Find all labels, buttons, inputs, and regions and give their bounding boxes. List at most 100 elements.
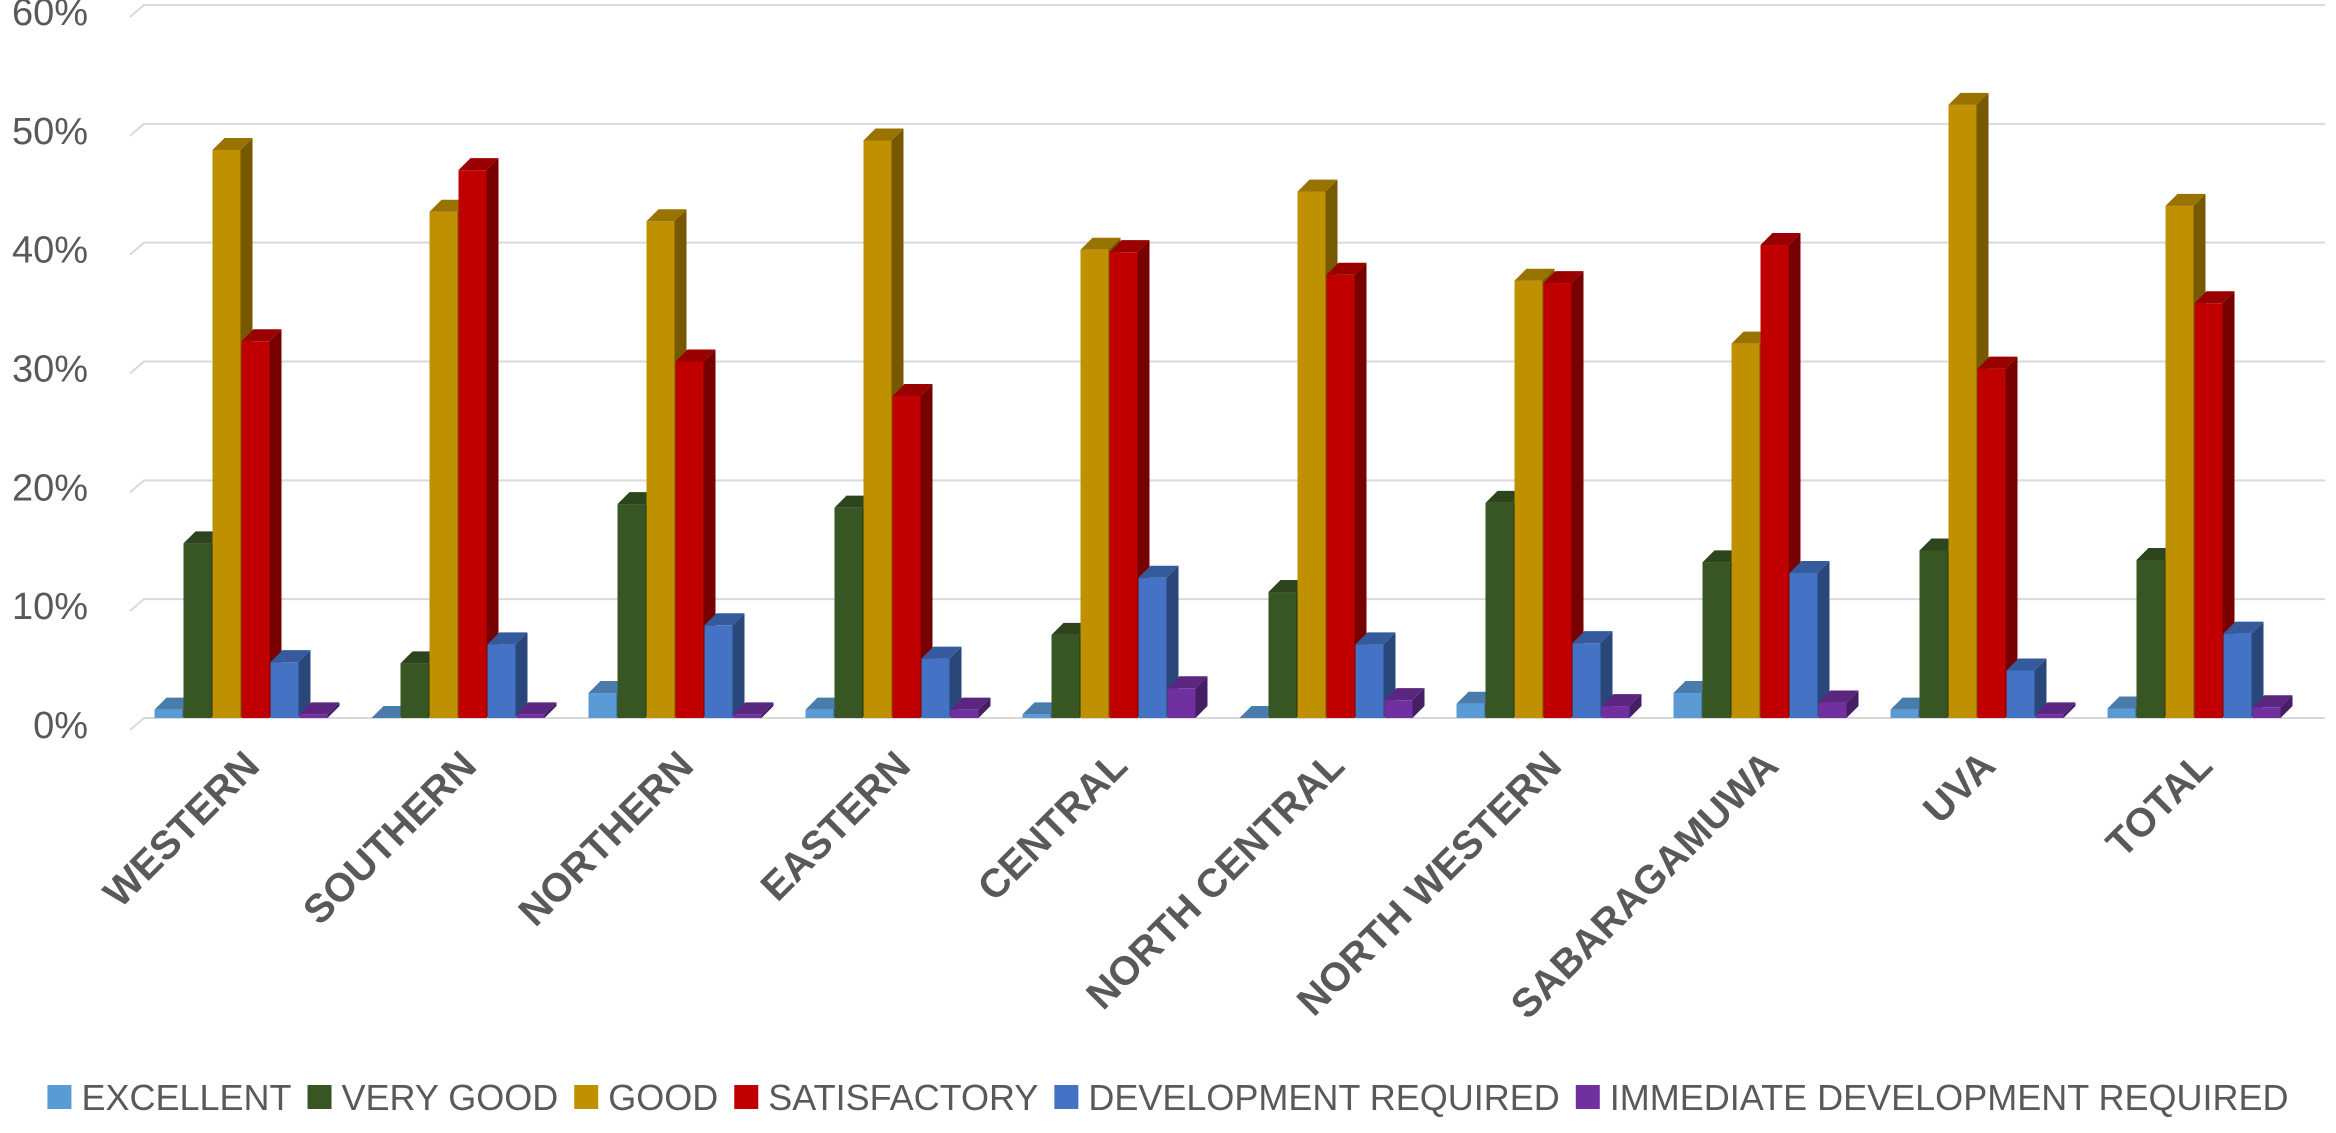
bar-top	[299, 702, 340, 715]
bar[interactable]	[1326, 262, 1367, 718]
legend-label: EXCELLENT	[81, 1077, 291, 1118]
bar-side	[544, 702, 557, 718]
y-tick-label: 10%	[12, 586, 88, 628]
bar-side	[269, 329, 282, 718]
bar[interactable]	[299, 702, 340, 718]
bar-front	[2035, 714, 2064, 718]
bar-front	[1760, 245, 1789, 718]
bar-front	[1731, 343, 1760, 718]
bar-front	[270, 662, 299, 718]
gridline	[129, 479, 2325, 494]
legend-item: DEVELOPMENT REQUIRED	[1054, 1077, 1560, 1118]
bar-front	[1297, 191, 1326, 718]
bar[interactable]	[1572, 631, 1613, 718]
x-tick-label: UVA	[1915, 743, 2004, 832]
bar-top	[516, 702, 557, 715]
bar[interactable]	[1138, 565, 1179, 718]
bar-front	[1022, 714, 1051, 718]
bar[interactable]	[487, 632, 528, 718]
bar[interactable]	[921, 646, 962, 718]
bar-front	[1890, 709, 1919, 718]
bar[interactable]	[2035, 702, 2076, 718]
bar-side	[1629, 694, 1642, 718]
bar-side	[298, 650, 311, 718]
bar-front	[2194, 303, 2223, 718]
bar[interactable]	[2194, 291, 2235, 718]
bar-top	[1297, 179, 1338, 192]
bar-top	[1818, 690, 1859, 703]
bar-front	[458, 170, 487, 718]
legend-swatch	[1575, 1085, 1600, 1109]
bar-side	[1166, 565, 1179, 718]
legend-swatch	[307, 1085, 332, 1109]
bars	[154, 92, 2293, 719]
bar[interactable]	[1789, 561, 1830, 718]
bar[interactable]	[2006, 658, 2047, 718]
bar-top	[733, 702, 774, 715]
bar-top	[2165, 193, 2206, 206]
bar[interactable]	[241, 329, 282, 718]
bar-front	[1977, 368, 2006, 718]
legend-swatch	[574, 1085, 599, 1109]
bar-front	[183, 543, 212, 718]
bar-top	[1977, 356, 2018, 369]
legend-swatch	[1054, 1085, 1079, 1109]
bar-front	[1789, 573, 1818, 718]
legend-label: GOOD	[608, 1077, 718, 1118]
bar-top	[1109, 240, 1150, 253]
bar-side	[2222, 291, 2235, 718]
bar[interactable]	[2252, 695, 2293, 718]
bar-side	[486, 158, 499, 718]
bar-front	[1268, 592, 1297, 718]
bar-side	[515, 632, 528, 718]
legend-swatch	[47, 1085, 72, 1109]
bar[interactable]	[1977, 356, 2018, 718]
bar-side	[1571, 271, 1584, 718]
bar[interactable]	[704, 613, 745, 718]
gridline	[129, 122, 2325, 137]
bar-front	[950, 709, 979, 718]
bar-top	[458, 158, 499, 171]
bar[interactable]	[1384, 688, 1425, 718]
bar-top	[950, 697, 991, 710]
bar-front	[1080, 249, 1109, 718]
bar-top	[921, 646, 962, 659]
bar-top	[487, 632, 528, 645]
bar-top	[1167, 676, 1208, 689]
bar-top	[2035, 702, 2076, 715]
bar[interactable]	[1543, 271, 1584, 718]
bar[interactable]	[892, 383, 933, 718]
bar-front	[400, 663, 429, 718]
bar-top	[1514, 268, 1555, 281]
bar[interactable]	[458, 158, 499, 718]
legend-swatch	[734, 1085, 759, 1109]
bar[interactable]	[863, 128, 904, 719]
gridlines	[129, 4, 2325, 731]
bar-front	[1138, 577, 1167, 718]
bar-front	[516, 714, 545, 718]
bar-front	[1572, 643, 1601, 718]
bar[interactable]	[516, 702, 557, 718]
bar[interactable]	[1167, 676, 1208, 718]
bar-front	[429, 211, 458, 718]
bar[interactable]	[733, 702, 774, 718]
bar-top	[646, 209, 687, 222]
bar-front	[805, 709, 834, 718]
bar-side	[2280, 695, 2293, 718]
x-tick-label: TOTAL	[2098, 743, 2221, 866]
y-axis: 0% 10% 20% 30% 40% 50% 60%	[12, 0, 88, 747]
bar[interactable]	[2223, 621, 2264, 718]
bar[interactable]	[1818, 690, 1859, 718]
bar[interactable]	[950, 697, 991, 718]
bar[interactable]	[270, 650, 311, 718]
bar-front	[2165, 205, 2194, 718]
bar[interactable]	[1601, 694, 1642, 718]
bar-top	[1080, 237, 1121, 250]
gridline	[129, 360, 2325, 375]
bar-front	[921, 658, 950, 718]
bar-top	[270, 650, 311, 663]
bar-side	[949, 646, 962, 718]
legend-label: DEVELOPMENT REQUIRED	[1088, 1077, 1559, 1118]
x-tick-label: CENTRAL	[970, 743, 1136, 909]
